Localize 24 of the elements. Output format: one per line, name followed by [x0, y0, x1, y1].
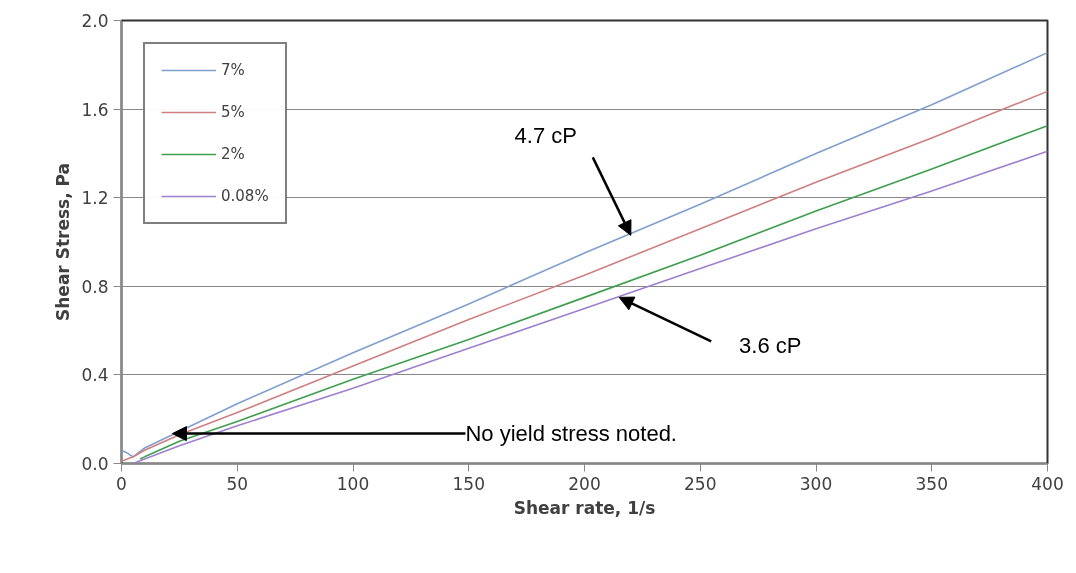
y-tick-label: 1.6: [81, 99, 109, 120]
legend-label: 2%: [221, 145, 245, 163]
x-tick-label: 0: [116, 473, 127, 494]
y-axis-title: Shear Stress, Pa: [53, 162, 74, 322]
x-tick-label: 400: [1031, 473, 1064, 494]
annotation: No yield stress noted.: [465, 421, 677, 447]
x-tick-label: 100: [336, 473, 370, 494]
x-tick-label: 200: [568, 473, 601, 494]
y-tick-label: 2.0: [81, 11, 109, 31]
legend-label: 0.08%: [221, 187, 269, 205]
x-tick-label: 50: [226, 473, 249, 494]
x-axis-title: Shear rate, 1/s: [513, 497, 656, 518]
legend-label: 7%: [221, 61, 245, 79]
y-tick-label: 1.2: [81, 188, 109, 209]
x-tick-label: 350: [915, 473, 948, 494]
x-tick-label: 300: [799, 473, 833, 494]
annotation: 4.7 cP: [514, 122, 577, 148]
x-tick-label: 250: [684, 473, 717, 494]
annotation: 3.6 cP: [739, 332, 802, 358]
x-tick-label: 150: [452, 473, 485, 494]
legend-label: 5%: [221, 103, 245, 121]
y-tick-label: 0.0: [81, 454, 109, 474]
y-tick-label: 0.4: [81, 365, 109, 386]
y-tick-label: 0.8: [81, 276, 109, 297]
